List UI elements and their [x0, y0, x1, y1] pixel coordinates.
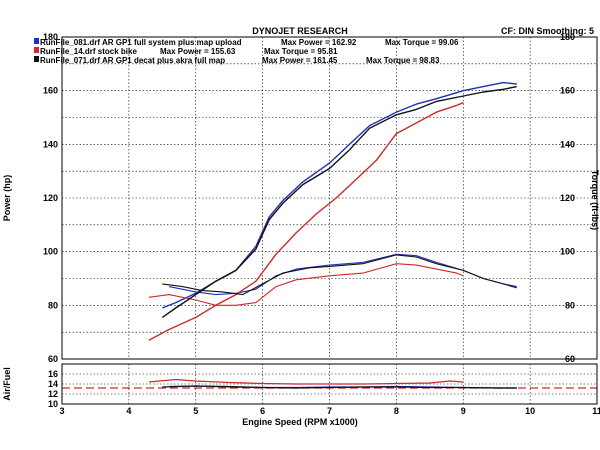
y-tick-label-140: 140: [43, 139, 58, 149]
x-tick-label-5: 5: [193, 406, 198, 416]
x-tick-label-11: 11: [592, 406, 600, 416]
legend-file-run-071: RunFile_071.drf AR GP1 decat plus akra f…: [40, 56, 225, 65]
y-tick-label-100: 100: [43, 247, 58, 257]
x-tick-label-8: 8: [394, 406, 399, 416]
chart-settings: CF: DIN Smoothing: 5: [501, 26, 594, 36]
legend-swatch-run-14: [34, 47, 39, 53]
legend-max-torque-run-081: Max Torque = 99.06: [385, 38, 459, 47]
afr-tick-label-10: 10: [48, 399, 58, 409]
series-power-2: [148, 102, 464, 341]
main-grid: [61, 36, 598, 360]
power-axis-label: Power (hp): [2, 175, 12, 222]
legend-file-run-081: RunFile_081.drf AR GP1 full system plus …: [40, 38, 242, 47]
y-tick-label-120: 120: [43, 193, 58, 203]
legend-file-run-14: RunFile_14.drf stock bike: [40, 47, 137, 56]
afr-axis-label: Air/Fuel: [2, 367, 12, 401]
y-tick-label-160: 160: [43, 86, 58, 96]
legend-max-power-run-14: Max Power = 155.63: [160, 47, 236, 56]
tick-labels: 60 80 100 120 140 160 180 60 80 100 120 140 160 180 10…: [43, 32, 600, 416]
y2-tick-label-180: 180: [560, 32, 575, 42]
afr-series-2: [162, 385, 517, 389]
y-tick-label-60: 60: [48, 354, 58, 364]
afr-tick-label-16: 16: [48, 369, 58, 379]
x-tick-label-4: 4: [126, 406, 131, 416]
legend-max-torque-run-071: Max Torque = 98.83: [366, 56, 440, 65]
series-power-4: [161, 85, 517, 318]
x-tick-label-9: 9: [461, 406, 466, 416]
x-tick-label-6: 6: [260, 406, 265, 416]
legend: RunFile_081.drf AR GP1 full system plus …: [34, 38, 459, 65]
afr-series: [148, 378, 517, 389]
x-tick-label-7: 7: [327, 406, 332, 416]
y-tick-label-80: 80: [48, 300, 58, 310]
legend-swatch-run-081: [34, 38, 39, 44]
x-tick-label-10: 10: [525, 406, 535, 416]
series-torque-5: [162, 254, 517, 296]
y2-tick-label-160: 160: [560, 86, 575, 96]
legend-max-power-run-081: Max Power = 162.92: [281, 38, 357, 47]
afr-tick-label-14: 14: [48, 379, 58, 389]
torque-axis-label: Torque (ft-lbs): [590, 170, 600, 230]
legend-max-power-run-071: Max Power = 161.45: [262, 56, 338, 65]
legend-max-torque-run-14: Max Torque = 95.81: [264, 47, 338, 56]
y2-tick-label-100: 100: [560, 247, 575, 257]
x-tick-label-3: 3: [59, 406, 64, 416]
x-axis-label: Engine Speed (RPM x1000): [242, 417, 358, 427]
afr-series-1: [148, 378, 464, 385]
y-tick-label-180: 180: [43, 32, 58, 42]
power-torque-series: [148, 81, 517, 341]
y2-tick-label-120: 120: [560, 193, 575, 203]
afr-tick-label-12: 12: [48, 389, 58, 399]
power-plot-frame: [61, 36, 598, 360]
series-torque-3: [148, 263, 464, 306]
legend-swatch-run-071: [34, 56, 39, 62]
chart-title: DYNOJET RESEARCH: [252, 26, 348, 36]
afr-plot-frame: [61, 363, 598, 405]
y2-tick-label-140: 140: [560, 139, 575, 149]
y2-tick-label-80: 80: [565, 300, 575, 310]
y2-tick-label-60: 60: [565, 354, 575, 364]
